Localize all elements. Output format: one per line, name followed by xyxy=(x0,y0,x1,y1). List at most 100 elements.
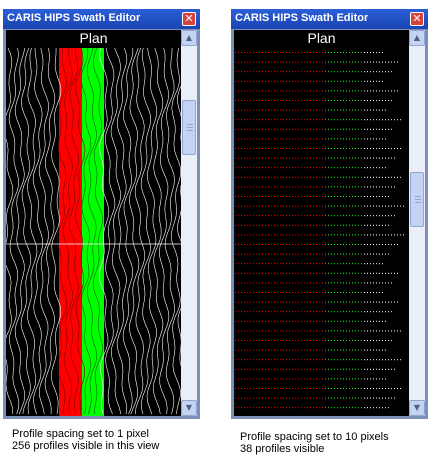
profile-point xyxy=(304,196,305,197)
profile-point xyxy=(391,311,392,313)
profile-point xyxy=(361,205,362,207)
profile-point xyxy=(253,224,254,226)
profile-point xyxy=(289,330,290,332)
profile-point xyxy=(277,90,278,92)
profile-point xyxy=(268,378,269,380)
profile-point xyxy=(307,368,308,370)
profile-point xyxy=(295,340,296,341)
profile-point xyxy=(292,205,293,207)
profile-point xyxy=(334,330,335,332)
profile-point xyxy=(370,148,371,149)
scroll-up-button[interactable]: ▲ xyxy=(409,30,425,46)
profile-point xyxy=(286,186,287,188)
profile-point xyxy=(379,157,380,159)
profile-point xyxy=(283,205,284,207)
profile-point xyxy=(274,301,275,303)
profile-point xyxy=(361,244,362,245)
profile-point xyxy=(295,311,296,313)
plan-view-2-plot[interactable] xyxy=(234,48,409,416)
profile-point xyxy=(379,100,380,101)
profile-point xyxy=(235,196,236,197)
profile-point xyxy=(325,234,326,236)
profile-point xyxy=(358,148,359,149)
scroll-up-button[interactable]: ▲ xyxy=(181,30,197,46)
profile-point xyxy=(370,340,371,341)
profile-point xyxy=(358,157,359,159)
profile-point xyxy=(298,119,299,121)
profile-point xyxy=(277,340,278,341)
profile-point xyxy=(346,292,347,293)
profile-point xyxy=(346,282,347,284)
profile-point xyxy=(280,263,281,265)
profile-point xyxy=(259,263,260,265)
profile-point xyxy=(310,90,311,92)
profile-point xyxy=(334,378,335,380)
profile-point xyxy=(280,253,281,255)
profile-point xyxy=(274,215,275,217)
plan-view-1-plot[interactable] xyxy=(6,48,181,416)
profile-point xyxy=(337,100,338,101)
profile-point xyxy=(349,71,350,73)
profile-point xyxy=(280,215,281,217)
profile-line xyxy=(116,48,128,415)
profile-point xyxy=(286,359,287,361)
profile-point xyxy=(367,282,368,284)
profile-point xyxy=(304,282,305,284)
profile-point xyxy=(340,320,341,322)
profile-point xyxy=(391,71,392,73)
profile-point xyxy=(310,263,311,265)
profile-point xyxy=(367,301,368,303)
profile-point xyxy=(337,186,338,188)
profile-point xyxy=(271,176,272,178)
profile-point xyxy=(358,186,359,188)
profile-point xyxy=(382,157,383,159)
profile-point xyxy=(259,90,260,92)
scroll-down-button[interactable]: ▼ xyxy=(181,400,197,416)
profile-point xyxy=(259,205,260,207)
profile-point xyxy=(259,186,260,188)
profile-point xyxy=(238,244,239,245)
profile-point xyxy=(319,119,320,121)
profile-point xyxy=(373,263,374,265)
title-bar[interactable]: CARIS HIPS Swath Editor ✕ xyxy=(231,9,428,29)
profile-point xyxy=(364,128,365,130)
profile-point xyxy=(373,234,374,236)
scroll-thumb[interactable] xyxy=(410,171,424,227)
scroll-thumb[interactable] xyxy=(182,99,196,155)
profile-point xyxy=(253,388,254,389)
profile-point xyxy=(307,148,308,149)
profile-point xyxy=(349,196,350,197)
profile-point xyxy=(241,282,242,284)
profile-point xyxy=(274,157,275,159)
profile-point xyxy=(340,378,341,380)
profile-point xyxy=(262,196,263,197)
profile-point xyxy=(346,320,347,322)
profile-point xyxy=(250,234,251,236)
scroll-down-button[interactable]: ▼ xyxy=(409,400,425,416)
profile-point xyxy=(385,301,386,303)
profile-point xyxy=(250,80,251,82)
profile-point xyxy=(265,282,266,284)
profile-point xyxy=(310,282,311,284)
swath-editor-window-1: CARIS HIPS Swath Editor ✕ Plan ▲ ▼ xyxy=(3,9,200,419)
profile-point xyxy=(241,397,242,399)
profile-point xyxy=(301,196,302,197)
title-bar[interactable]: CARIS HIPS Swath Editor ✕ xyxy=(3,9,200,29)
profile-point xyxy=(268,311,269,313)
profile-point xyxy=(364,205,365,207)
profile-point xyxy=(388,90,389,92)
vertical-scrollbar[interactable]: ▲ ▼ xyxy=(181,30,197,416)
profile-point xyxy=(307,119,308,121)
vertical-scrollbar[interactable]: ▲ ▼ xyxy=(409,30,425,416)
close-button[interactable]: ✕ xyxy=(182,12,196,26)
profile-point xyxy=(244,349,245,351)
profile-point xyxy=(304,292,305,293)
profile-point xyxy=(247,397,248,399)
close-button[interactable]: ✕ xyxy=(410,12,424,26)
profile-point xyxy=(259,109,260,111)
profile-point xyxy=(355,80,356,82)
profile-point xyxy=(361,292,362,293)
profile-point xyxy=(319,90,320,92)
profile-point xyxy=(400,148,401,149)
profile-point xyxy=(340,234,341,236)
